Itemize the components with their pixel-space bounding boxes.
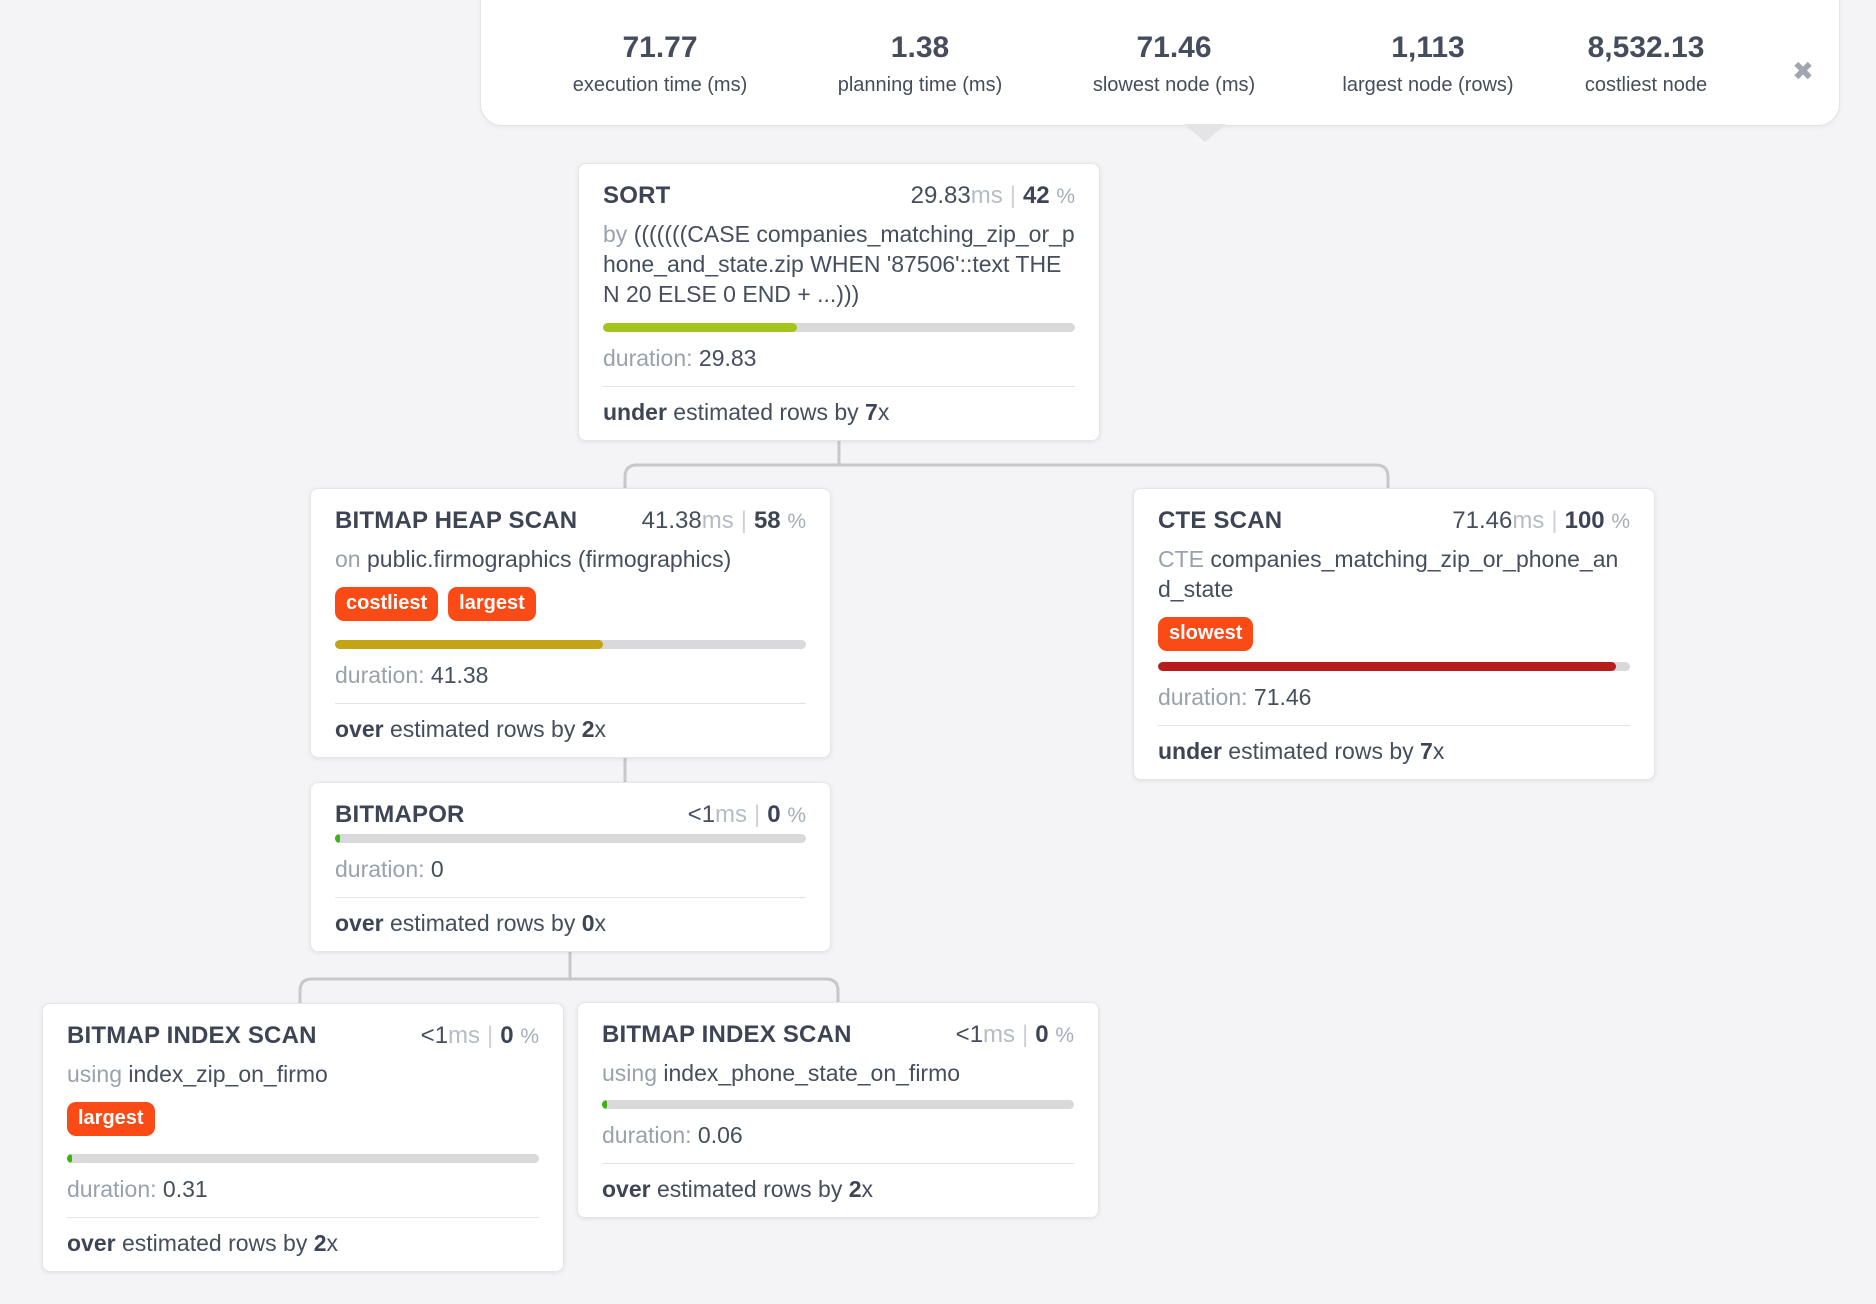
node-footer: over estimated rows by 2x bbox=[67, 1217, 539, 1271]
badge-largest: largest bbox=[67, 1102, 155, 1136]
plan-node-sort[interactable]: SORT 29.83ms | 42 % by (((((((CASE compani… bbox=[578, 163, 1100, 441]
progress-fill bbox=[335, 640, 604, 649]
progress-fill bbox=[335, 834, 340, 843]
node-timing: <1ms | 0 % bbox=[955, 1021, 1074, 1048]
progress-fill bbox=[603, 323, 797, 332]
badge-row: costliest largest bbox=[335, 587, 806, 621]
duration: duration: 29.83 bbox=[603, 345, 757, 371]
node-footer: under estimated rows by 7x bbox=[1158, 725, 1630, 779]
node-detail: by (((((((CASE companies_matching_zip_or… bbox=[603, 221, 1075, 307]
node-header: BITMAP INDEX SCAN <1ms | 0 % bbox=[602, 1021, 1074, 1049]
node-detail: CTE companies_matching_zip_or_phone_and_… bbox=[1158, 546, 1619, 602]
plan-node-bitmap-heap-scan[interactable]: BITMAP HEAP SCAN 41.38ms | 58 % on public.… bbox=[310, 488, 831, 758]
node-footer: under estimated rows by 7x bbox=[603, 386, 1075, 440]
badge-largest: largest bbox=[448, 587, 536, 621]
plan-node-bitmap-index-scan-zip[interactable]: BITMAP INDEX SCAN <1ms | 0 % using index_z… bbox=[42, 1003, 564, 1272]
stat-label: planning time (ms) bbox=[837, 74, 1003, 96]
progress-bar bbox=[67, 1154, 539, 1163]
plan-node-bitmap-index-scan-phone-state[interactable]: BITMAP INDEX SCAN <1ms | 0 % using index_p… bbox=[577, 1002, 1099, 1218]
duration: duration: 0.06 bbox=[602, 1122, 743, 1148]
progress-bar bbox=[335, 834, 806, 843]
stat-label: costliest node bbox=[1584, 74, 1708, 96]
duration: duration: 0.31 bbox=[67, 1176, 208, 1202]
node-footer: over estimated rows by 2x bbox=[335, 703, 806, 757]
progress-bar bbox=[603, 323, 1075, 332]
progress-fill bbox=[602, 1100, 607, 1109]
stat-execution-time: 71.77 execution time (ms) bbox=[520, 31, 800, 97]
stats-caret bbox=[1184, 124, 1226, 142]
stat-largest-node: 1,113 largest node (rows) bbox=[1288, 31, 1568, 97]
stat-label: slowest node (ms) bbox=[1092, 74, 1256, 96]
node-timing: 71.46ms | 100 % bbox=[1452, 507, 1630, 534]
progress-bar bbox=[602, 1100, 1074, 1109]
progress-fill bbox=[67, 1154, 72, 1163]
node-timing: <1ms | 0 % bbox=[420, 1022, 539, 1049]
node-header: BITMAPOR <1ms | 0 % bbox=[335, 801, 806, 829]
stat-label: execution time (ms) bbox=[572, 74, 748, 96]
badge-row: largest bbox=[67, 1102, 539, 1136]
node-header: CTE SCAN 71.46ms | 100 % bbox=[1158, 507, 1630, 535]
node-detail: using index_phone_state_on_firmo bbox=[602, 1060, 961, 1086]
duration: duration: 41.38 bbox=[335, 662, 489, 688]
node-detail: using index_zip_on_firmo bbox=[67, 1061, 328, 1087]
duration: duration: 0 bbox=[335, 856, 444, 882]
node-timing: 41.38ms | 58 % bbox=[641, 507, 806, 534]
duration: duration: 71.46 bbox=[1158, 684, 1312, 710]
node-header: BITMAP INDEX SCAN <1ms | 0 % bbox=[67, 1022, 539, 1050]
stat-value: 8,532.13 bbox=[1587, 31, 1705, 64]
node-type-label: SORT bbox=[603, 182, 671, 209]
node-timing: 29.83ms | 42 % bbox=[910, 182, 1075, 209]
badge-row: slowest bbox=[1158, 617, 1630, 651]
node-timing: <1ms | 0 % bbox=[687, 801, 806, 828]
stat-value: 1.38 bbox=[890, 31, 950, 64]
stats-bar: 71.77 execution time (ms) 1.38 planning … bbox=[480, 0, 1840, 142]
node-footer: over estimated rows by 0x bbox=[335, 897, 806, 951]
progress-bar bbox=[335, 640, 806, 649]
progress-fill bbox=[1158, 662, 1616, 671]
node-type-label: BITMAP INDEX SCAN bbox=[602, 1021, 852, 1048]
node-type-label: BITMAP HEAP SCAN bbox=[335, 507, 578, 534]
node-type-label: BITMAPOR bbox=[335, 801, 465, 828]
stat-costliest-node: 8,532.13 costliest node bbox=[1506, 31, 1786, 97]
plan-node-bitmapor[interactable]: BITMAPOR <1ms | 0 % duration: 0 over estim… bbox=[310, 782, 831, 952]
badge-costliest: costliest bbox=[335, 587, 439, 621]
badge-slowest: slowest bbox=[1158, 617, 1254, 651]
node-detail: on public.firmographics (firmographics) bbox=[335, 546, 732, 572]
plan-node-cte-scan[interactable]: CTE SCAN 71.46ms | 100 % CTE companies_mat… bbox=[1133, 488, 1655, 780]
node-type-label: BITMAP INDEX SCAN bbox=[67, 1022, 317, 1049]
stat-value: 71.46 bbox=[1136, 31, 1212, 64]
stat-planning-time: 1.38 planning time (ms) bbox=[780, 31, 1060, 97]
stat-label: largest node (rows) bbox=[1342, 74, 1514, 96]
node-type-label: CTE SCAN bbox=[1158, 507, 1283, 534]
close-icon[interactable]: ✖ bbox=[1792, 56, 1814, 86]
progress-bar bbox=[1158, 662, 1630, 671]
stat-slowest-node: 71.46 slowest node (ms) bbox=[1034, 31, 1314, 97]
node-header: BITMAP HEAP SCAN 41.38ms | 58 % bbox=[335, 507, 806, 535]
stat-value: 71.77 bbox=[622, 31, 698, 64]
stat-value: 1,113 bbox=[1391, 31, 1465, 64]
node-header: SORT 29.83ms | 42 % bbox=[603, 182, 1075, 210]
node-footer: over estimated rows by 2x bbox=[602, 1163, 1074, 1217]
